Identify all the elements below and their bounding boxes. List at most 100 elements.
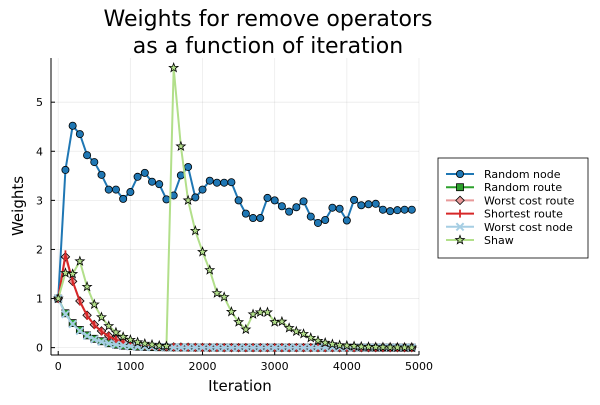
data-point-5-6 [96,311,107,322]
data-point-5-21 [204,264,216,275]
data-point-0-1 [61,165,70,174]
data-point-4-18-b [183,343,193,352]
data-point-0-15 [162,195,171,204]
data-point-5-33 [290,325,302,337]
data-point-0-47 [393,206,402,215]
data-point-4-33 [292,343,301,352]
data-point-4-8 [111,340,121,349]
x-tick-label-3: 3000 [261,360,289,373]
data-point-0-39 [335,204,344,213]
data-point-5-34 [298,328,310,339]
data-point-4-29-b [263,343,272,352]
data-point-5-35 [305,332,317,343]
data-point-0-29 [263,193,272,202]
data-point-0-12 [140,168,149,177]
legend-marker-2 [455,195,465,206]
data-point-4-5-b [89,334,99,344]
data-point-4-16-b [169,343,178,352]
x-tick-label-0: 0 [55,360,62,373]
data-point-0-6 [97,170,106,179]
data-point-4-24-b [227,343,236,352]
data-point-4-9 [118,341,128,350]
data-point-4-1-b [61,309,70,319]
data-point-5-23 [218,291,230,302]
legend-label-3: Shortest route [484,208,563,221]
y-tick-label-0: 0 [36,342,43,355]
data-point-4-34 [299,343,308,352]
data-point-4-6-b [97,337,106,347]
y-tick-label-3: 3 [36,194,43,207]
data-point-4-36 [313,343,323,352]
data-point-4-27-b [248,343,258,352]
legend-entry-4: Worst cost node [446,221,573,234]
data-point-0-23 [220,178,229,187]
x-tick-label-2: 2000 [189,360,217,373]
data-point-5-9 [117,331,129,342]
legend-entry-2: Worst cost route [446,194,575,207]
data-point-5-25 [233,316,245,327]
data-point-4-6 [97,337,106,347]
data-point-0-7 [104,185,113,194]
data-point-0-19 [191,193,200,202]
data-point-5-31 [276,315,288,327]
data-point-4-3-b [75,326,85,336]
legend-entry-5: Shaw [446,234,514,247]
series-random-node [54,121,416,303]
data-point-4-35-b [306,343,316,352]
data-point-5-3 [74,255,86,266]
data-point-5-36 [312,334,324,346]
data-point-0-5 [90,158,99,167]
data-point-5-17 [175,140,187,152]
legend-entry-0: Random node [446,168,561,181]
series-layer [52,62,418,353]
data-point-4-22-b [212,343,222,352]
y-tick-label-5: 5 [36,96,43,109]
data-point-5-39 [334,339,346,350]
data-point-4-9-b [118,341,128,350]
data-point-0-44 [371,199,380,208]
data-point-5-22 [211,287,223,298]
data-point-4-17-b [176,343,186,352]
data-point-4-22 [212,343,222,352]
data-point-0-4 [83,151,92,160]
data-point-4-34-b [299,343,308,352]
axes-layer: 0 1000 2000 3000 4000 5000 0 1 2 3 4 5 [36,58,433,373]
legend-marker-1 [456,183,464,192]
data-point-4-31 [277,343,287,352]
data-point-4-36-b [313,343,323,352]
x-tick-label-1: 1000 [116,360,144,373]
data-point-5-20 [197,246,209,257]
data-point-4-2 [68,319,77,329]
legend-entry-1: Random route [446,181,562,194]
legend-label-5: Shaw [484,234,514,247]
data-point-4-33-b [292,343,301,352]
data-point-0-24 [227,178,236,187]
data-point-4-30 [270,343,279,352]
data-point-5-38 [326,338,338,349]
data-point-0-41 [350,195,359,204]
data-point-0-11 [133,172,142,181]
data-point-0-31 [277,202,286,211]
data-point-4-19 [191,343,200,352]
data-point-4-17 [176,343,186,352]
data-point-5-32 [283,322,295,333]
data-point-0-34 [299,197,308,206]
data-point-5-4 [81,280,93,292]
data-point-0-14 [155,180,164,189]
data-point-4-5 [89,334,99,344]
data-point-5-24 [225,306,237,317]
x-tick-label-4: 4000 [333,360,361,373]
data-point-0-40 [342,216,351,225]
y-axis-label: Weights [9,176,27,236]
data-point-4-26 [241,343,251,352]
data-point-4-7 [104,339,114,348]
data-point-0-2 [68,121,77,130]
data-point-5-49 [406,341,418,353]
data-point-0-21 [205,176,214,185]
data-point-0-28 [256,214,265,223]
data-point-5-1 [59,267,71,278]
series-shaw [52,62,418,353]
data-point-5-41 [348,340,360,351]
